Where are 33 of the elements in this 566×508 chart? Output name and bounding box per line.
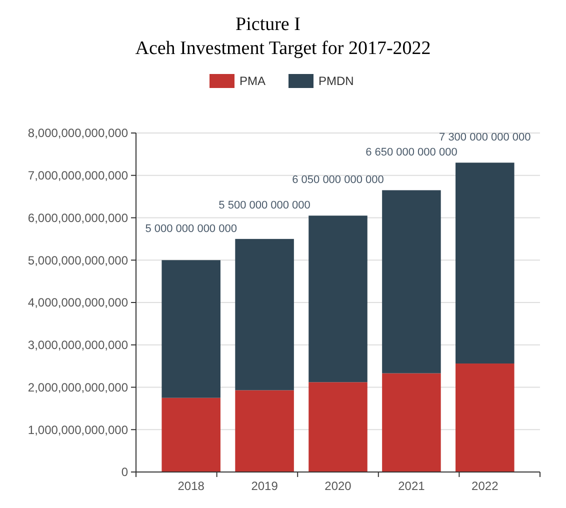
y-tick-label: 8,000,000,000,000: [28, 126, 128, 140]
total-label: 5 000 000 000 000: [145, 222, 237, 235]
x-tick-label: 2018: [178, 479, 205, 493]
bar: [456, 364, 514, 472]
y-tick-label: 6,000,000,000,000: [28, 210, 128, 225]
total-label: 7 300 000 000 000: [439, 132, 531, 144]
x-tick-label: 2022: [472, 479, 499, 493]
bar: [308, 216, 368, 382]
chart-title: Picture I: [236, 14, 300, 35]
chart-subtitle: Aceh Investment Target for 2017-2022: [135, 38, 431, 59]
bar: [235, 390, 294, 472]
y-tick-label: 5,000,000,000,000: [28, 253, 128, 268]
y-tick-label: 1,000,000,000,000: [28, 422, 128, 437]
total-label: 6 050 000 000 000: [292, 174, 384, 186]
bar: [382, 190, 441, 374]
y-tick-label: 0: [121, 465, 128, 480]
x-tick-label: 2020: [324, 479, 352, 493]
y-tick-label: 7,000,000,000,000: [28, 168, 128, 183]
bar: [235, 238, 294, 390]
y-tick-label: 3,000,000,000,000: [28, 338, 128, 352]
bar: [162, 260, 220, 398]
y-tick-label: 4,000,000,000,000: [28, 296, 128, 310]
bar: [382, 373, 441, 472]
total-label: 5 500 000 000 000: [218, 200, 310, 212]
y-tick-label: 2,000,000,000,000: [28, 380, 128, 394]
legend-label: PMA: [240, 74, 266, 88]
bar: [456, 162, 514, 364]
x-tick-label: 2019: [251, 479, 278, 493]
total-label: 6 650 000 000 000: [366, 146, 458, 159]
bar: [308, 382, 368, 472]
legend-label: PMDN: [318, 74, 354, 88]
x-tick-label: 2021: [398, 479, 426, 493]
bar: [162, 398, 220, 472]
